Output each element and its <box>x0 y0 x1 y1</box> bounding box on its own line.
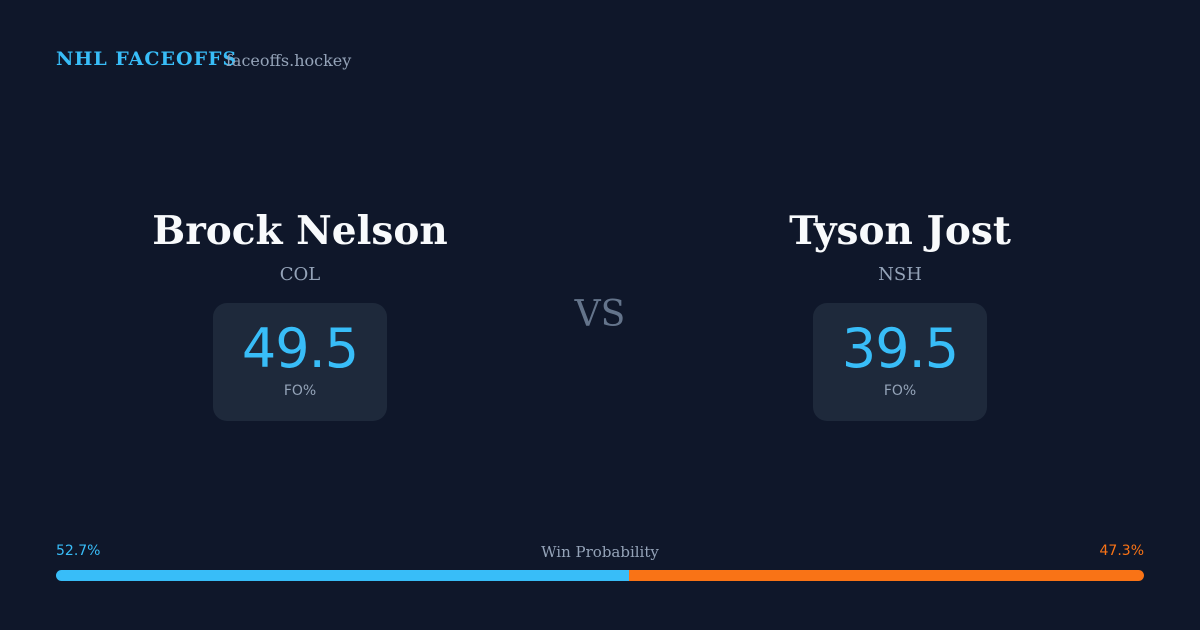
brand-title: NHL FACEOFFS <box>56 48 238 70</box>
player-name: Tyson Jost <box>789 208 1011 254</box>
stat-box: 49.5 FO% <box>213 303 387 421</box>
stat-value: 49.5 <box>241 317 359 380</box>
stat-box: 39.5 FO% <box>813 303 987 421</box>
win-probability-bar <box>56 570 1144 581</box>
win-probability-label: 52.7% <box>56 543 101 559</box>
player-name: Brock Nelson <box>152 208 448 254</box>
team: NSH <box>878 264 922 285</box>
stat-value: 39.5 <box>841 317 959 380</box>
bar-segment <box>629 570 1144 581</box>
win-probability-label: 47.3% <box>1099 543 1144 559</box>
player-card: Brock Nelson COL 49.5 FO% <box>100 205 500 421</box>
stat-label: FO% <box>883 383 917 399</box>
player-card: Tyson Jost NSH 39.5 FO% <box>700 205 1100 421</box>
stat-label: FO% <box>283 383 317 399</box>
win-probability-title: Win Probability <box>541 543 659 561</box>
site-url: faceoffs.hockey <box>226 51 352 70</box>
bar-segment <box>56 570 630 581</box>
team: COL <box>279 264 321 285</box>
versus: VS <box>574 294 626 335</box>
